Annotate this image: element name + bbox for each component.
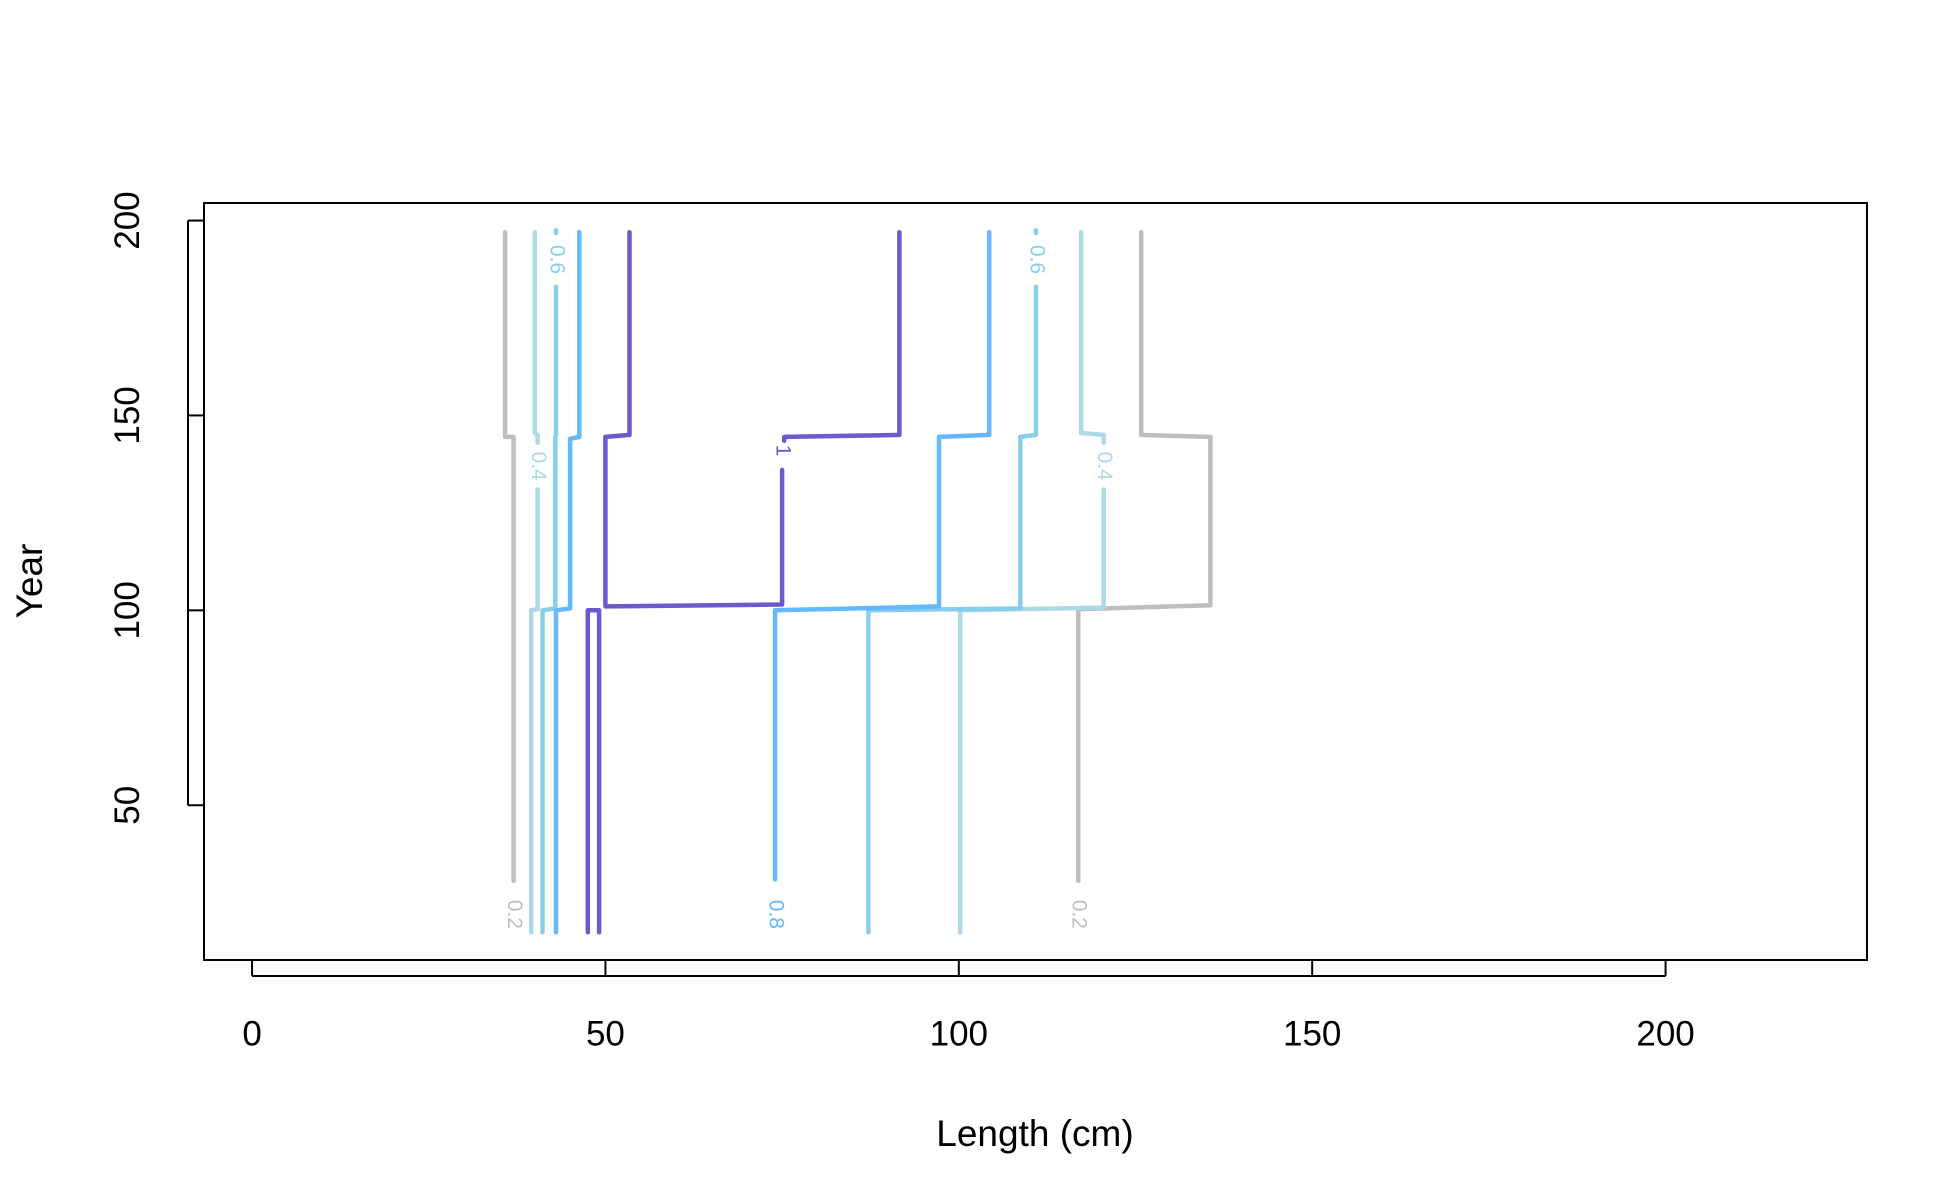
contour-label: 0.4 — [527, 452, 550, 482]
contour-line — [585, 229, 902, 935]
contour-line — [553, 229, 992, 935]
contour-line — [502, 229, 1213, 884]
contour-label: 0.6 — [545, 245, 568, 274]
contour-label: 0.2 — [1068, 900, 1091, 929]
y-tick-label: 200 — [108, 191, 147, 249]
contour-label: 0.2 — [503, 900, 526, 929]
x-tick-label: 0 — [242, 1014, 261, 1053]
contour-label: 0.8 — [765, 900, 788, 929]
contour-label: 0.4 — [1093, 452, 1116, 482]
x-tick-label: 50 — [586, 1014, 625, 1053]
y-tick-label: 100 — [108, 581, 147, 639]
x-tick-label: 150 — [1283, 1014, 1341, 1053]
plot-frame — [203, 202, 1868, 961]
y-tick-label: 150 — [108, 386, 147, 444]
contour-line — [540, 228, 1039, 935]
x-tick-label: 100 — [930, 1014, 988, 1053]
contour-label: 0.6 — [1025, 245, 1048, 274]
y-axis-title: Year — [9, 544, 50, 619]
x-axis-title: Length (cm) — [936, 1113, 1133, 1154]
contour-line — [528, 229, 1106, 935]
contour-label: 1 — [772, 445, 795, 457]
x-tick-label: 200 — [1636, 1014, 1694, 1053]
y-tick-label: 50 — [108, 786, 147, 825]
